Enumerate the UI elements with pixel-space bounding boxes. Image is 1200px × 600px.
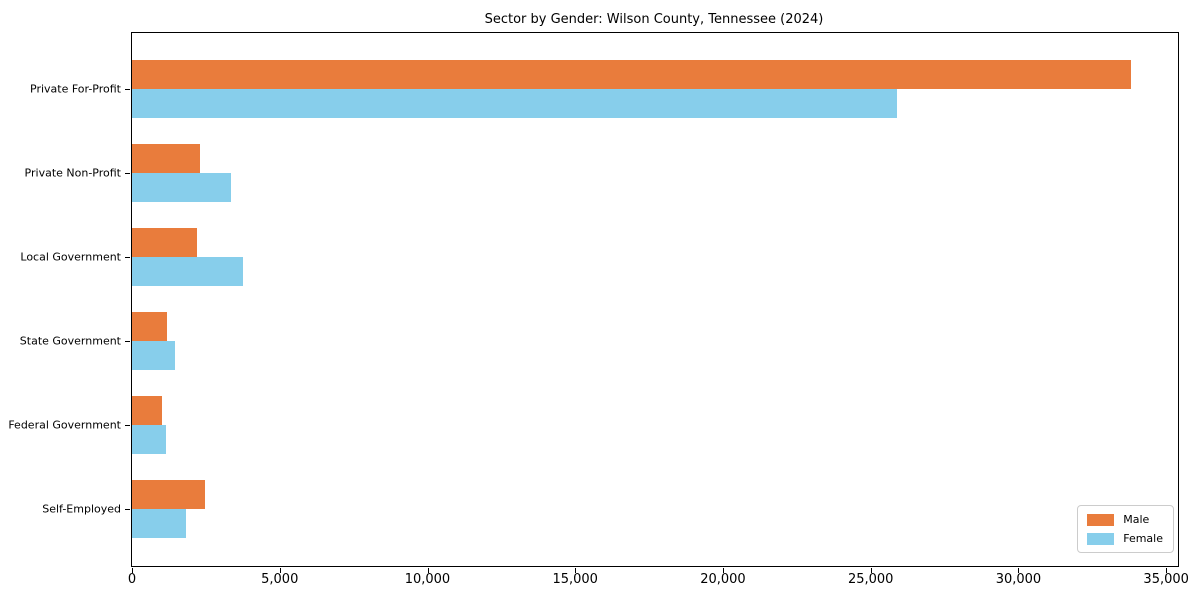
y-tick-mark	[125, 509, 130, 510]
y-tick-label: Private Non-Profit	[24, 166, 121, 180]
legend-label-male: Male	[1123, 513, 1150, 526]
chart-title: Sector by Gender: Wilson County, Tenness…	[484, 12, 824, 27]
bar-male-5	[132, 480, 206, 509]
x-tick-mark	[575, 568, 577, 573]
bar-female-3	[132, 341, 176, 370]
legend-item-female: Female	[1087, 532, 1163, 545]
x-tick-mark	[1018, 568, 1020, 573]
x-tick-label: 25,000	[847, 572, 894, 587]
x-tick-mark	[723, 568, 724, 573]
x-tick-mark	[279, 568, 281, 573]
x-tick-label: 20,000	[700, 572, 746, 587]
female-series-swatch	[1087, 532, 1115, 545]
bar-male-1	[132, 144, 201, 173]
y-tick-label: Private For-Profit	[30, 82, 121, 96]
y-tick-mark	[125, 173, 130, 174]
x-tick-mark	[1166, 568, 1168, 573]
x-tick-label: 35,000	[1143, 572, 1189, 587]
bar-female-4	[132, 425, 166, 454]
legend-label-female: Female	[1123, 532, 1163, 545]
x-tick-mark	[427, 568, 429, 573]
x-tick-label: 30,000	[995, 572, 1042, 587]
plot-area: Male Female	[125, 32, 1179, 573]
x-tick-label: 10,000	[404, 572, 451, 587]
bar-female-5	[132, 509, 187, 538]
y-tick-label: Self-Employed	[42, 502, 121, 516]
bar-male-4	[132, 396, 162, 425]
bar-female-0	[132, 89, 898, 118]
y-tick-mark	[125, 257, 130, 258]
y-tick-mark	[125, 89, 130, 90]
y-tick-mark	[125, 425, 130, 426]
bar-female-1	[132, 173, 232, 202]
x-tick-label: 15,000	[552, 572, 598, 587]
male-series-swatch	[1087, 513, 1115, 526]
y-tick-label: Local Government	[20, 250, 121, 264]
y-tick-mark	[125, 341, 130, 342]
x-tick-label: 0	[127, 572, 137, 587]
legend-item-male: Male	[1087, 513, 1163, 526]
bar-male-3	[132, 312, 167, 341]
legend: Male Female	[1077, 505, 1174, 553]
bar-male-0	[132, 60, 1131, 89]
y-tick-label: State Government	[19, 334, 121, 348]
y-tick-label: Federal Government	[8, 418, 121, 432]
x-tick-mark	[870, 568, 872, 573]
bar-male-2	[132, 228, 197, 257]
x-tick-label: 5,000	[261, 572, 299, 587]
bar-female-2	[132, 257, 243, 286]
x-tick-mark	[132, 568, 133, 573]
